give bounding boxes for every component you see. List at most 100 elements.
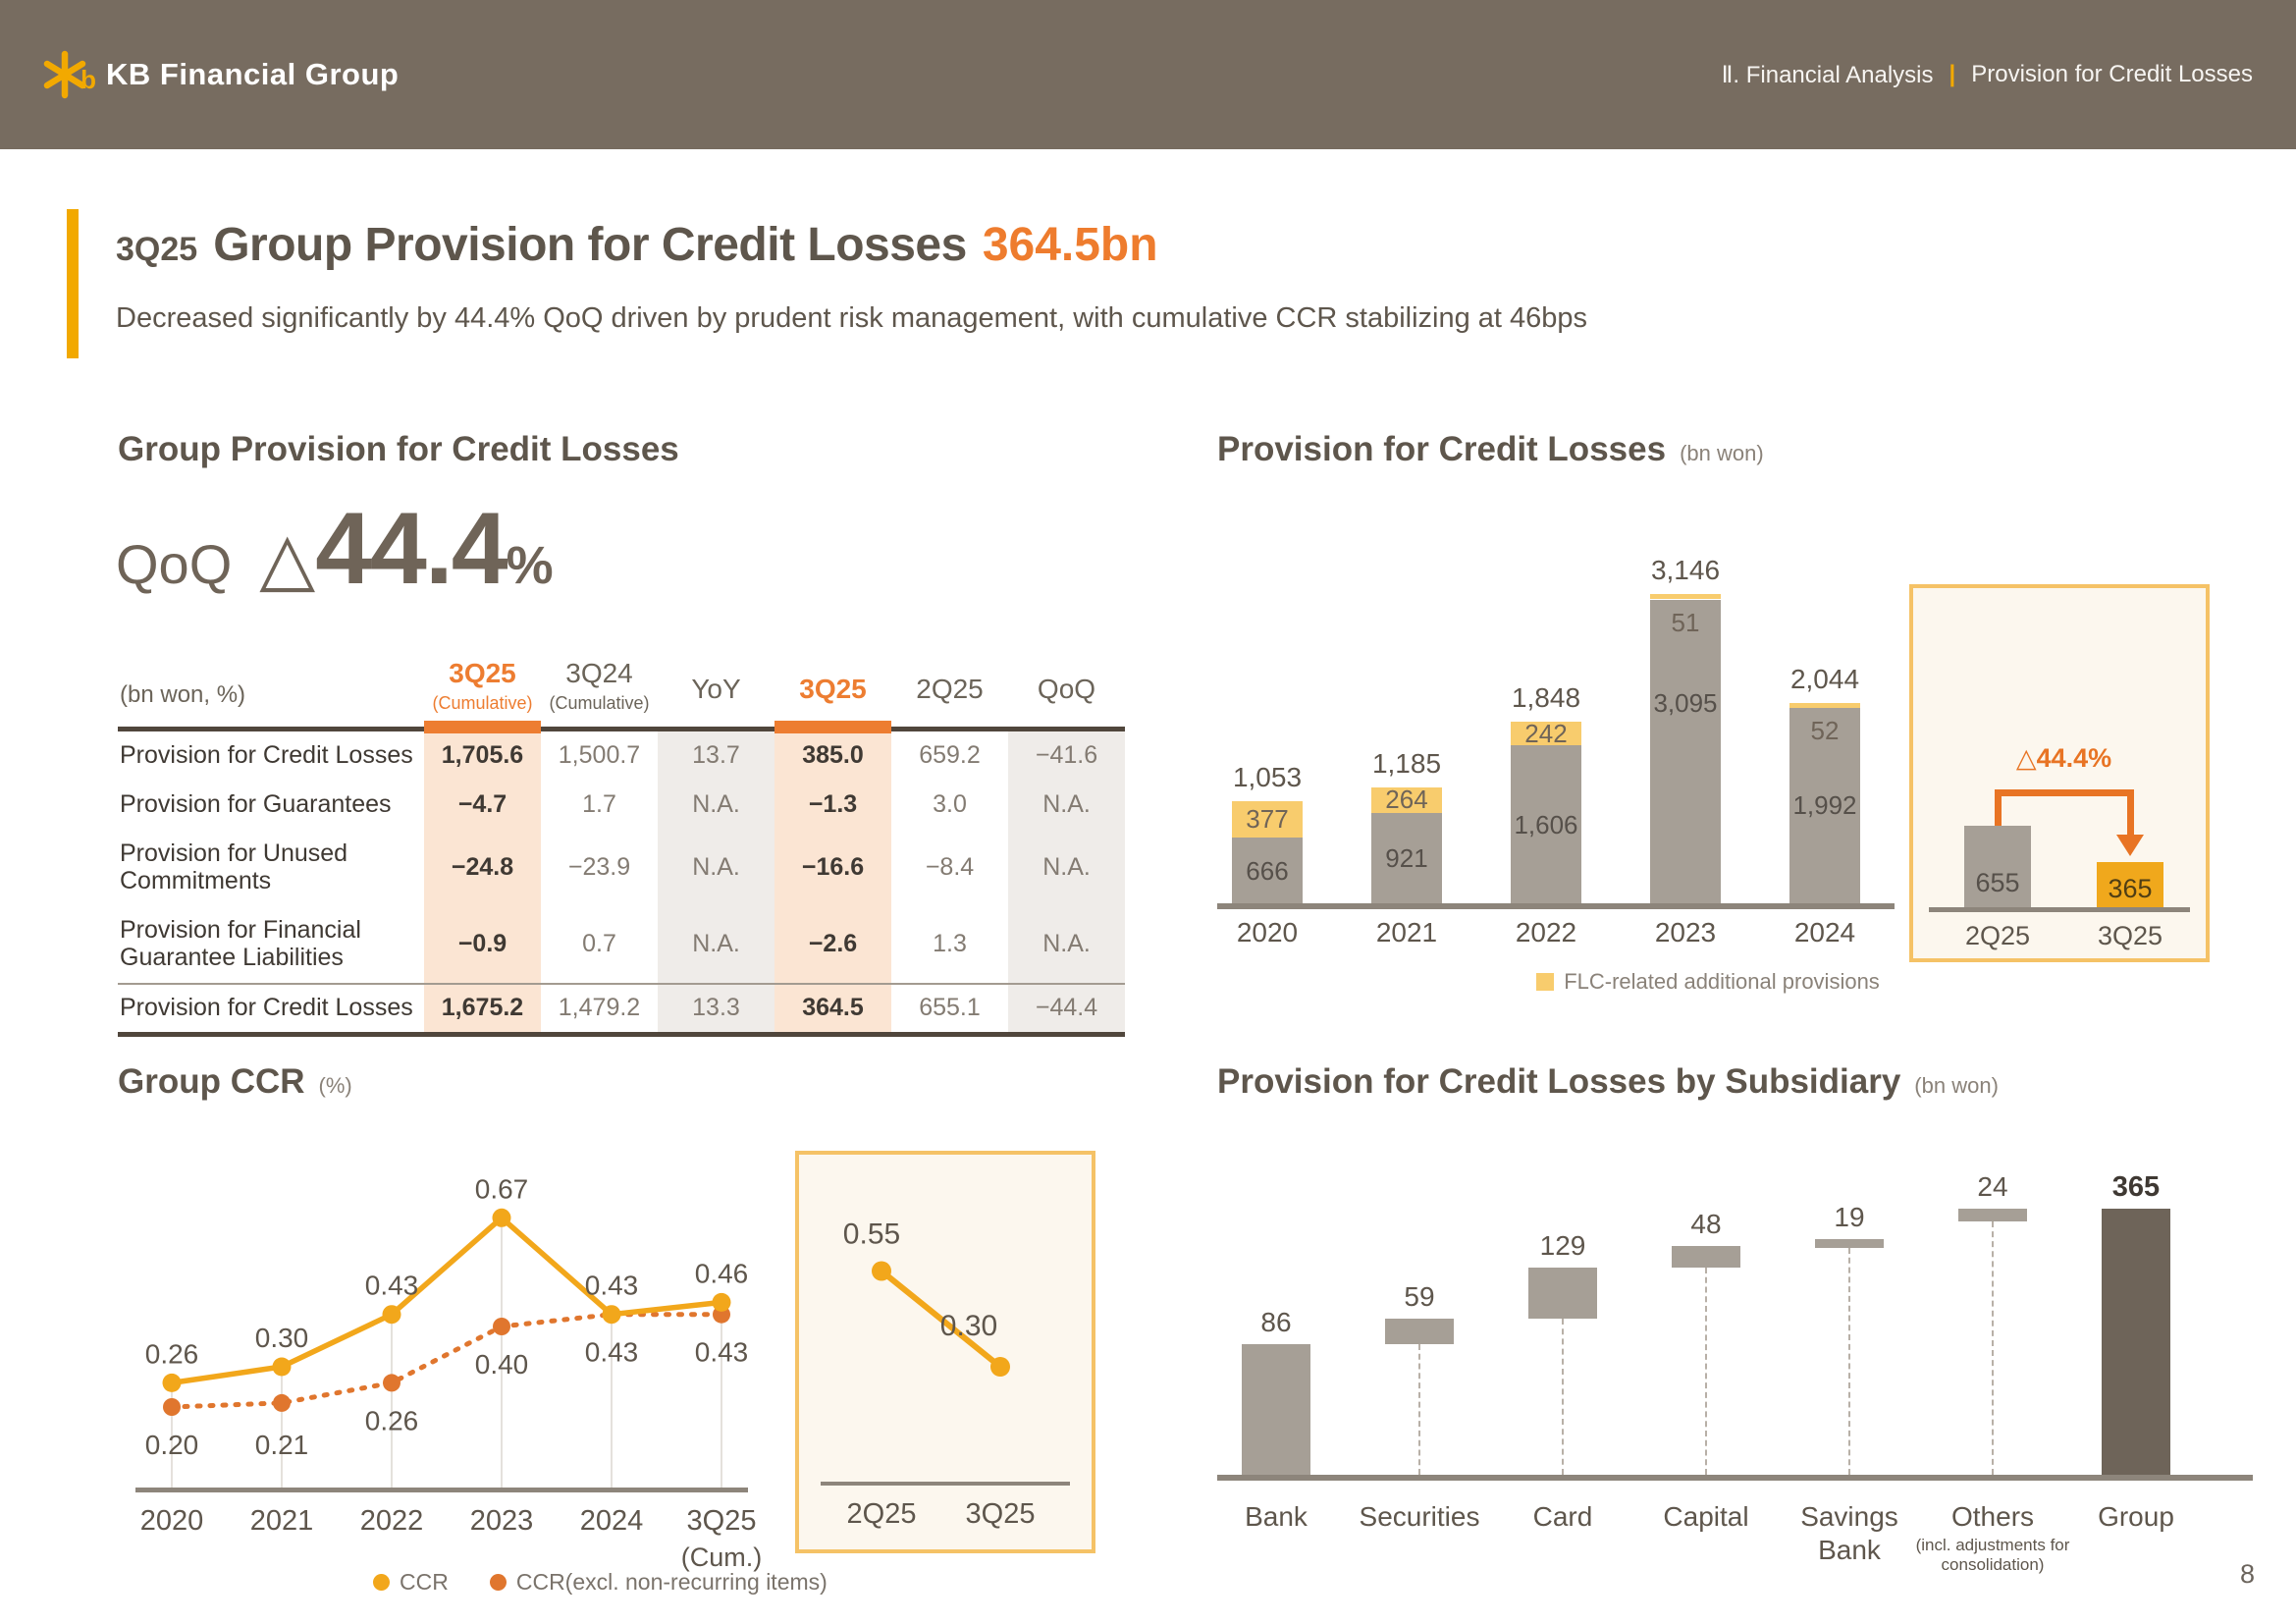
bar-total-label: 3,146 bbox=[1650, 555, 1721, 586]
provision-table: (bn won, %) 3Q25 (Cumulative) 3Q24 (Cumulati… bbox=[118, 640, 1125, 1043]
bar-value-label: 365 bbox=[2108, 874, 2153, 903]
x-label-3Q25: 3Q25 bbox=[2097, 921, 2163, 950]
x-label-2Q25: 2Q25 bbox=[847, 1498, 917, 1530]
value-label: 0.30 bbox=[940, 1310, 997, 1342]
page-subtitle: Decreased significantly by 44.4% QoQ dri… bbox=[116, 302, 1588, 334]
total-row-rule bbox=[118, 983, 1125, 985]
ccr-svg: 0.26 0.20 2020 0.30 0.21 2021 0.43 0.26 2022 0.67… bbox=[135, 1173, 762, 1572]
bar-others bbox=[1958, 1209, 2027, 1221]
others-note: (incl. adjustments for consolidation) bbox=[1915, 1536, 2070, 1575]
bar-bank bbox=[1242, 1344, 1310, 1475]
column-shading-3Q25 bbox=[424, 731, 541, 1032]
title-main: Group Provision for Credit Losses bbox=[213, 219, 967, 271]
bar-total-label: 2,044 bbox=[1789, 663, 1860, 694]
table-cell: 1,479.2 bbox=[558, 993, 641, 1021]
subsidiary-waterfall-chart: 86 Bank 59 Securities 129 Card 48 Capital 19 Savi… bbox=[1217, 1168, 2272, 1620]
ccr-point bbox=[602, 1305, 621, 1325]
x-label-savings-bank: Savings Bank bbox=[1800, 1501, 1898, 1565]
table-cell: −44.4 bbox=[1035, 993, 1098, 1021]
ccr-value-label: 0.43 bbox=[585, 1271, 639, 1301]
bar-base-2023 bbox=[1650, 599, 1721, 903]
table-cell: 1,500.7 bbox=[558, 740, 641, 769]
x-axis bbox=[821, 1482, 1070, 1486]
bar-flc-2020 bbox=[1232, 800, 1303, 839]
value-label: 0.55 bbox=[843, 1218, 900, 1251]
section-title-ccr: Group CCR (%) bbox=[118, 1062, 352, 1101]
flc-value-label: 52 bbox=[1810, 715, 1840, 745]
bar-savings-bank bbox=[1815, 1239, 1884, 1248]
column-shading-3Q25 bbox=[774, 731, 891, 1032]
table-cell: N.A. bbox=[1042, 789, 1091, 818]
bar-total-label: 1,053 bbox=[1232, 761, 1303, 792]
bar-total-label: 1,848 bbox=[1511, 682, 1581, 714]
qoq-delta-triangle: △ bbox=[259, 517, 316, 599]
section-title-bar-chart: Provision for Credit Losses (bn won) bbox=[1217, 430, 1764, 468]
column-shading-YoY bbox=[658, 731, 774, 1032]
qoq-percent: % bbox=[506, 536, 554, 595]
x-label-2Q25: 2Q25 bbox=[1964, 921, 2031, 950]
x-label-2022: 2022 bbox=[1515, 917, 1577, 947]
col-header-QoQ: QoQ bbox=[1037, 674, 1096, 704]
header-bar: b KB Financial Group Ⅱ. Financial Analys… bbox=[0, 0, 2296, 149]
base-value-label: 1,606 bbox=[1514, 809, 1578, 839]
x-label-capital: Capital bbox=[1663, 1501, 1749, 1532]
table-cell: −24.8 bbox=[451, 852, 514, 881]
bar-capital bbox=[1672, 1246, 1740, 1268]
legend-label: FLC-related additional provisions bbox=[1564, 969, 1880, 994]
title-prefix: 3Q25 bbox=[116, 231, 198, 268]
ccr-trend-line bbox=[880, 1269, 1002, 1370]
table-cell: 655.1 bbox=[919, 993, 981, 1021]
ccr-point bbox=[272, 1357, 292, 1377]
accent-block bbox=[424, 721, 541, 733]
x-axis bbox=[1929, 907, 2190, 912]
row-label: Provision for Credit Losses bbox=[120, 741, 413, 769]
row-label: Provision for Guarantees bbox=[120, 790, 392, 818]
table-unit-label: (bn won, %) bbox=[120, 681, 246, 708]
x-label: 2024 bbox=[580, 1505, 644, 1537]
value-label: 19 bbox=[1834, 1202, 1865, 1232]
connector-line bbox=[1848, 1248, 1850, 1475]
ccr-value-label: 0.26 bbox=[145, 1338, 199, 1369]
accent-block bbox=[774, 721, 891, 733]
breadcrumb-page: Provision for Credit Losses bbox=[1971, 61, 2253, 87]
ccr-point bbox=[492, 1208, 511, 1227]
table-cell: 13.7 bbox=[692, 740, 740, 769]
x-label: 2023 bbox=[470, 1505, 534, 1537]
kb-logo-b: b bbox=[80, 65, 96, 94]
ccr-excl-value-label: 0.26 bbox=[365, 1405, 419, 1435]
bar-2Q25 bbox=[1964, 825, 2031, 907]
x-axis bbox=[1217, 1475, 2253, 1481]
table-cell: −4.7 bbox=[457, 789, 507, 818]
value-label: 129 bbox=[1539, 1230, 1586, 1261]
table-cell: −1.3 bbox=[808, 789, 858, 818]
x-label-group: Group bbox=[2098, 1501, 2174, 1532]
x-label-card: Card bbox=[1532, 1501, 1593, 1532]
ccr-highlight-panel: 0.55 0.30 2Q25 3Q25 bbox=[795, 1151, 1095, 1553]
title-highlight: 364.5bn bbox=[982, 219, 1158, 271]
flc-value-label: 242 bbox=[1524, 718, 1568, 748]
table-cell: 364.5 bbox=[802, 993, 864, 1021]
brand-text: KB Financial Group bbox=[106, 57, 400, 91]
bar-base-2021 bbox=[1371, 812, 1442, 903]
row-label: Provision for Unused Commitments bbox=[120, 839, 348, 894]
col-header-3Q25: 3Q25 bbox=[799, 674, 867, 704]
bar-flc-2023 bbox=[1650, 594, 1721, 600]
table-cell: −0.9 bbox=[457, 929, 507, 957]
connector-line bbox=[1562, 1319, 1564, 1475]
bar-base-2022 bbox=[1511, 745, 1581, 903]
x-axis bbox=[135, 1488, 748, 1492]
x-label-securities: Securities bbox=[1359, 1501, 1480, 1532]
point-3q25 bbox=[990, 1357, 1010, 1377]
value-label: 48 bbox=[1690, 1209, 1722, 1239]
ccr-line-chart: 0.26 0.20 2020 0.30 0.21 2021 0.43 0.26 2022 0.67… bbox=[98, 1149, 785, 1600]
arrow-vertical bbox=[2127, 789, 2134, 837]
table-cell: 13.3 bbox=[692, 993, 740, 1021]
breadcrumb: Ⅱ. Financial Analysis | Provision for Cr… bbox=[1722, 61, 2253, 89]
connector-line bbox=[1705, 1268, 1707, 1475]
ccr-point bbox=[712, 1292, 731, 1312]
base-value-label: 921 bbox=[1385, 842, 1428, 873]
flc-value-label: 264 bbox=[1385, 785, 1428, 815]
bar-value-label: 655 bbox=[1975, 868, 2020, 897]
table-cell: 659.2 bbox=[919, 740, 981, 769]
